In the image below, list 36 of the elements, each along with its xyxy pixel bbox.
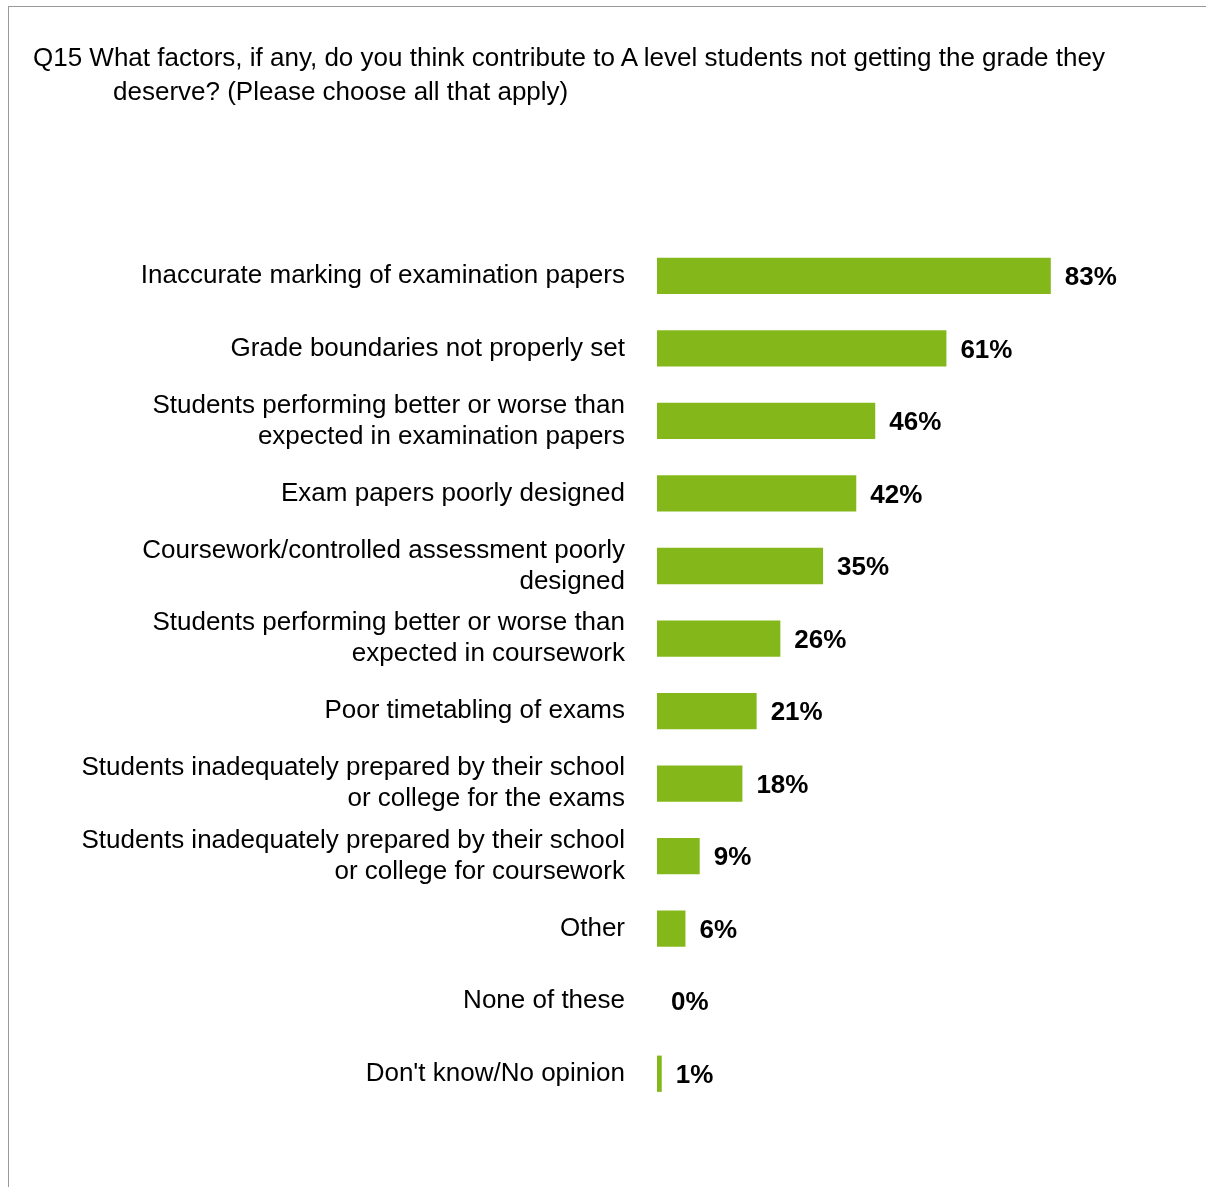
data-label: 26% bbox=[794, 623, 847, 654]
data-label: 0% bbox=[671, 986, 709, 1017]
y-tick-label: Grade boundaries not properly set bbox=[230, 331, 626, 362]
bar bbox=[657, 475, 857, 512]
bar bbox=[657, 330, 947, 367]
y-tick-label: Don't know/No opinion bbox=[365, 1056, 625, 1087]
data-label: 18% bbox=[756, 768, 809, 799]
y-tick-label: Other bbox=[559, 911, 626, 942]
y-tick-label: Coursework/controlled assessment poorly designed bbox=[142, 533, 625, 595]
y-tick-label: Inaccurate marking of examination papers bbox=[140, 259, 625, 290]
bar bbox=[657, 402, 876, 440]
y-tick-label: Students performing better or worse than expected in examination papers bbox=[152, 388, 625, 450]
data-label: 6% bbox=[699, 913, 738, 944]
y-tick-label: Students inadequately prepared by their school or college for coursework bbox=[81, 823, 626, 885]
bar bbox=[657, 257, 1051, 294]
data-label: 1% bbox=[675, 1058, 714, 1089]
bar bbox=[657, 620, 781, 657]
bar bbox=[657, 838, 700, 875]
bar bbox=[657, 910, 686, 947]
data-label: 83% bbox=[1064, 261, 1117, 292]
data-label: 9% bbox=[713, 841, 752, 872]
y-tick-label: Students inadequately prepared by their school or college for the exams bbox=[81, 751, 625, 813]
bar bbox=[657, 1055, 662, 1092]
y-tick-label: Poor timetabling of exams bbox=[324, 694, 625, 725]
data-label: 46% bbox=[889, 406, 942, 437]
chart-title: Q15 What factors, if any, do you think contribute to A level students not getting the grade they deserve? (Please choose all that apply) bbox=[33, 41, 1106, 108]
bar bbox=[657, 692, 757, 730]
bar bbox=[657, 547, 824, 585]
data-label: 21% bbox=[770, 696, 823, 727]
y-tick-label: Exam papers poorly designed bbox=[281, 476, 625, 507]
data-label: 35% bbox=[837, 551, 890, 582]
data-label: 61% bbox=[960, 333, 1013, 364]
bar bbox=[657, 765, 743, 802]
data-label: 42% bbox=[870, 478, 923, 509]
y-tick-label: None of these bbox=[463, 984, 625, 1015]
y-tick-label: Students performing better or worse than expected in coursework bbox=[152, 606, 626, 668]
